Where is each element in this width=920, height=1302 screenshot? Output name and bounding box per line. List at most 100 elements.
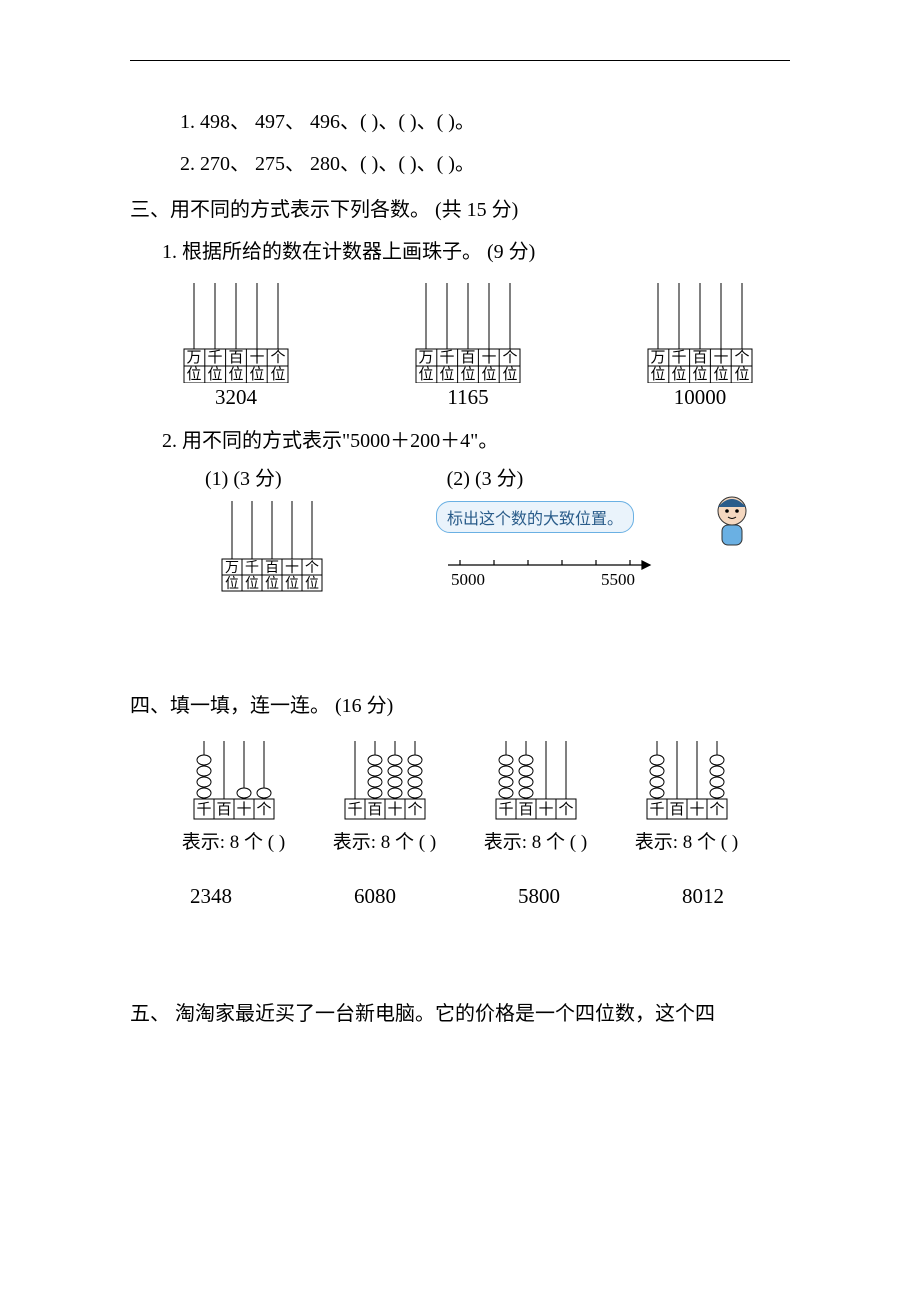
svg-text:千: 千 (207, 349, 222, 366)
svg-text:位: 位 (270, 366, 285, 383)
svg-text:百: 百 (228, 350, 243, 366)
svg-text:个: 个 (407, 801, 422, 818)
svg-text:百: 百 (692, 350, 707, 366)
svg-text:位: 位 (713, 366, 728, 383)
q4-num-1: 6080 (354, 884, 396, 909)
svg-text:千: 千 (649, 801, 664, 818)
svg-text:百: 百 (216, 802, 231, 818)
abacus2-svg: 万 千 百 十 个 位 位 位 位 位 (412, 283, 524, 383)
sec4-title: 四、填一填，连一连。 (16 分) (130, 685, 790, 727)
gap2 (130, 641, 790, 681)
sec4-body: 千百十个 表示: 8 个 ( ) 千百十个 表示: 8 个 ( ) 千百十个 表… (130, 727, 790, 854)
q4-col-1: 千百十个 表示: 8 个 ( ) (309, 737, 460, 854)
svg-text:位: 位 (502, 366, 517, 383)
q4-label-1: 表示: 8 个 ( ) (333, 827, 436, 854)
p2-abacus: 万 千 百 十 个 位 位 位 位 位 (218, 501, 326, 593)
svg-text:位: 位 (305, 576, 319, 592)
svg-text:位: 位 (228, 366, 243, 383)
abacus-row: 万 千 百 十 个 位 位 位 位 位 3204 (130, 273, 790, 410)
q4-num-2: 5800 (518, 884, 560, 909)
abacus3-num: 10000 (674, 385, 727, 410)
svg-text:个: 个 (734, 349, 749, 366)
sec3-p2-title: 2. 用不同的方式表示"5000＋200＋4"。 (130, 420, 790, 462)
q4-abacus-2: 千百十个 (488, 737, 584, 821)
q4-col-3: 千百十个 表示: 8 个 ( ) (611, 737, 762, 854)
svg-text:位: 位 (481, 366, 496, 383)
sec3-p2-labels: (1) (3 分) (2) (3 分) (130, 462, 790, 491)
q4-num-0: 2348 (190, 884, 232, 909)
svg-text:位: 位 (692, 366, 707, 383)
sec3-p1-title: 1. 根据所给的数在计数器上画珠子。 (9 分) (130, 231, 790, 273)
q4-abacus-3: 千百十个 (639, 737, 735, 821)
gap1 (130, 601, 790, 641)
seq2-line: 2. 270、 275、 280、( )、( )、( )。 (130, 143, 790, 185)
svg-text:万: 万 (650, 350, 665, 366)
svg-text:位: 位 (265, 576, 279, 592)
svg-text:百: 百 (518, 802, 533, 818)
svg-text:位: 位 (245, 576, 259, 592)
svg-text:千: 千 (671, 349, 686, 366)
abacus1-num: 3204 (215, 385, 257, 410)
gap4 (130, 949, 790, 989)
svg-text:位: 位 (207, 366, 222, 383)
abacus-3: 万 千 百 十 个 位 位 位 位 位 10000 (644, 283, 756, 410)
p2-abacus-svg: 万 千 百 十 个 位 位 位 位 位 (218, 501, 326, 593)
q4-num-3: 8012 (682, 884, 724, 909)
svg-text:十: 十 (538, 801, 553, 818)
q4-label-2: 表示: 8 个 ( ) (484, 827, 587, 854)
sec3-p2-body: 万 千 百 十 个 位 位 位 位 位 标 (130, 491, 790, 601)
svg-text:千: 千 (347, 801, 362, 818)
abacus2-num: 1165 (447, 385, 488, 410)
svg-text:5500: 5500 (601, 570, 635, 589)
gap3 (130, 909, 790, 949)
svg-text:个: 个 (256, 801, 271, 818)
p2-numline-area: 标出这个数的大致位置。 (416, 501, 756, 601)
svg-text:百: 百 (669, 802, 684, 818)
svg-text:十: 十 (249, 349, 264, 366)
q4-col-0: 千百十个 表示: 8 个 ( ) (158, 737, 309, 854)
svg-text:十: 十 (285, 560, 299, 576)
cartoon-icon (708, 493, 756, 549)
abacus3-svg: 万 千 百 十 个 位 位 位 位 位 (644, 283, 756, 383)
svg-text:位: 位 (249, 366, 264, 383)
svg-text:位: 位 (460, 366, 475, 383)
numberline-svg: 5000 5500 (440, 551, 670, 595)
abacus1-svg: 万 千 百 十 个 位 位 位 位 位 (180, 283, 292, 383)
svg-text:个: 个 (558, 801, 573, 818)
svg-text:十: 十 (689, 801, 704, 818)
p2-b-label: (2) (3 分) (447, 462, 524, 491)
abacus-1: 万 千 百 十 个 位 位 位 位 位 3204 (180, 283, 292, 410)
p2-a-label: (1) (3 分) (205, 462, 282, 491)
sec3-title: 三、用不同的方式表示下列各数。 (共 15 分) (130, 189, 790, 231)
svg-text:位: 位 (439, 366, 454, 383)
svg-text:位: 位 (734, 366, 749, 383)
sec4-nums: 2348 6080 5800 8012 (130, 854, 790, 909)
page: 1. 498、 497、 496、( )、( )、( )。 2. 270、 27… (0, 0, 920, 1125)
svg-text:位: 位 (650, 366, 665, 383)
svg-text:万: 万 (186, 350, 201, 366)
svg-text:百: 百 (460, 350, 475, 366)
svg-text:个: 个 (305, 560, 319, 576)
callout-bubble: 标出这个数的大致位置。 (436, 501, 634, 533)
svg-text:千: 千 (498, 801, 513, 818)
svg-text:万: 万 (418, 350, 433, 366)
q4-label-0: 表示: 8 个 ( ) (182, 827, 285, 854)
svg-text:百: 百 (367, 802, 382, 818)
svg-text:位: 位 (186, 366, 201, 383)
q4-col-2: 千百十个 表示: 8 个 ( ) (460, 737, 611, 854)
svg-text:十: 十 (713, 349, 728, 366)
content-frame: 1. 498、 497、 496、( )、( )、( )。 2. 270、 27… (130, 60, 790, 1035)
svg-text:位: 位 (418, 366, 433, 383)
svg-text:十: 十 (236, 801, 251, 818)
svg-text:百: 百 (265, 560, 279, 576)
q4-abacus-0: 千百十个 (186, 737, 282, 821)
svg-text:位: 位 (671, 366, 686, 383)
abacus-2: 万 千 百 十 个 位 位 位 位 位 1165 (412, 283, 524, 410)
sec5-title: 五、 淘淘家最近买了一台新电脑。它的价格是一个四位数，这个四 (130, 993, 790, 1035)
svg-text:十: 十 (481, 349, 496, 366)
svg-text:位: 位 (285, 576, 299, 592)
svg-text:位: 位 (225, 576, 239, 592)
content-inner: 1. 498、 497、 496、( )、( )、( )。 2. 270、 27… (130, 61, 790, 1035)
q4-label-3: 表示: 8 个 ( ) (635, 827, 738, 854)
svg-text:个: 个 (709, 801, 724, 818)
